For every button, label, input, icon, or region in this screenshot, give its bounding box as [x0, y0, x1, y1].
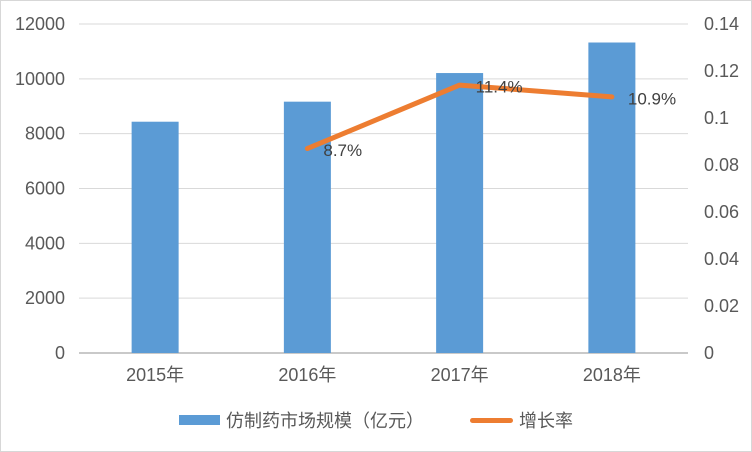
left-axis-tick-label: 6000 — [25, 179, 65, 199]
legend-bar-swatch-icon — [179, 415, 220, 425]
bar-2017年 — [436, 73, 484, 354]
right-axis-tick-label: 0.06 — [704, 202, 739, 222]
x-axis-category-label: 2017年 — [431, 365, 489, 385]
left-axis-tick-label: 10000 — [15, 69, 65, 89]
right-axis-tick-label: 0.08 — [704, 155, 739, 175]
plot-area: 0 2000 4000 6000 8000 10000 12000 0 0.02 0.04 0.06… — [15, 14, 739, 385]
growth-rate-data-label: 8.7% — [323, 141, 362, 160]
right-axis-tick-label: 0.1 — [704, 108, 729, 128]
legend-label-market-size: 仿制药市场规模（亿元） — [226, 411, 424, 431]
growth-rate-data-label: 11.4% — [476, 78, 523, 97]
legend-line-swatch-icon — [470, 417, 513, 423]
right-axis-tick-label: 0.02 — [704, 296, 739, 316]
x-axis-category-label: 2018年 — [583, 365, 641, 385]
legend-item-market-size: 仿制药市场规模（亿元） — [179, 407, 424, 433]
left-axis-tick-label: 0 — [55, 343, 65, 363]
x-axis-category-label: 2015年 — [126, 365, 184, 385]
growth-rate-line — [304, 82, 615, 152]
left-axis-tick-label: 12000 — [15, 14, 65, 34]
bar-2015年 — [131, 121, 179, 353]
legend-label-growth-rate: 增长率 — [519, 411, 573, 431]
growth-rate-data-label: 10.9% — [628, 89, 676, 108]
left-axis-tick-label: 2000 — [25, 288, 65, 308]
right-axis-tick-label: 0.04 — [704, 249, 739, 269]
legend: 仿制药市场规模（亿元） 增长率 — [1, 407, 751, 433]
legend-item-growth-rate: 增长率 — [470, 407, 573, 433]
right-axis-tick-label: 0 — [704, 343, 714, 363]
x-axis-category-label: 2016年 — [278, 365, 336, 385]
left-axis-tick-label: 4000 — [25, 233, 65, 253]
right-axis-tick-label: 0.12 — [704, 61, 739, 81]
right-axis-tick-label: 0.14 — [704, 14, 739, 34]
left-axis-tick-label: 8000 — [25, 124, 65, 144]
